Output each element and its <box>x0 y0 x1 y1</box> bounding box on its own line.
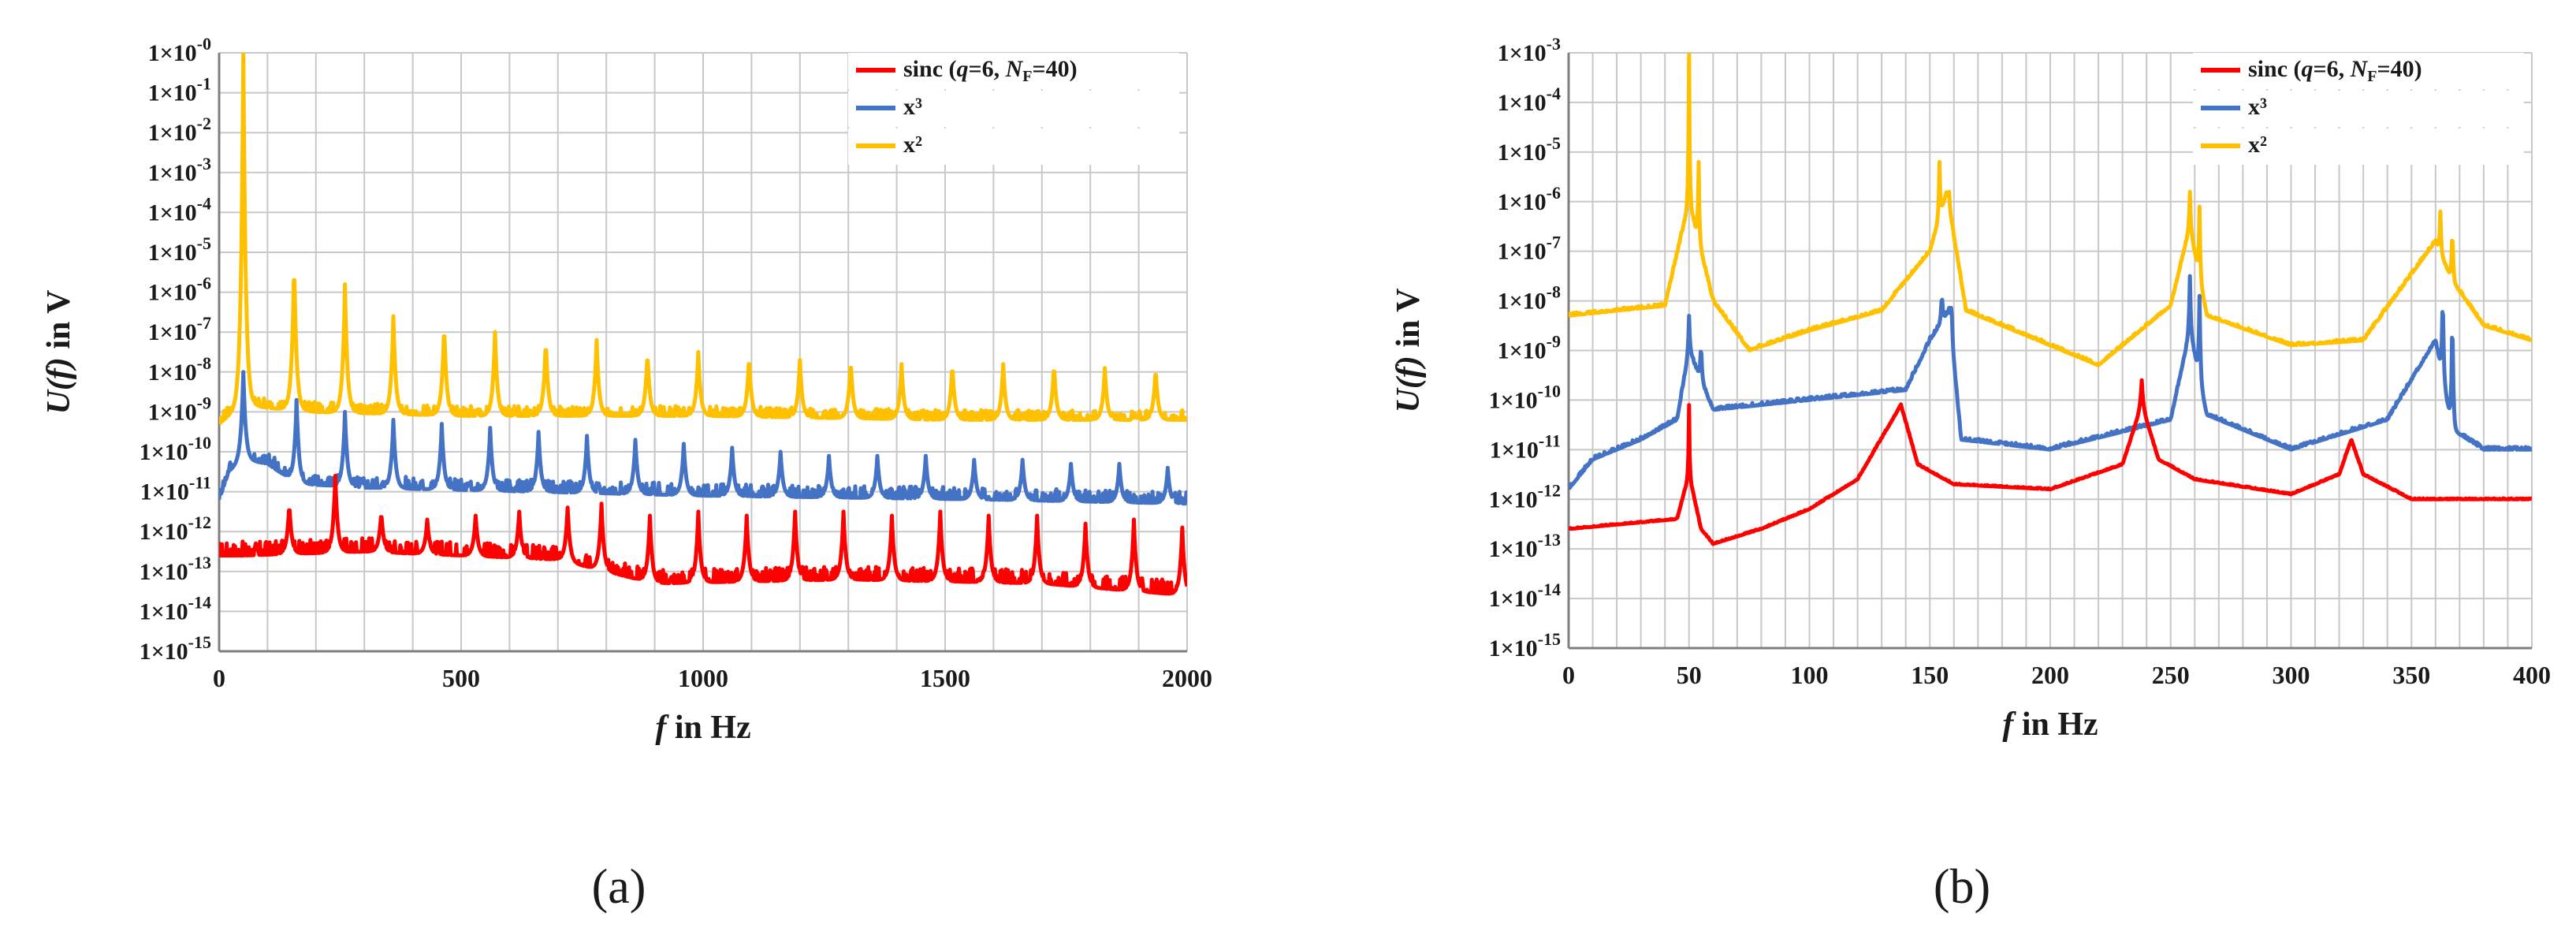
y-tick-label: 1×10-5 <box>1498 133 1561 166</box>
y-tick-label: 1×10-9 <box>148 393 211 425</box>
y-tick-label: 1×10-8 <box>148 353 211 386</box>
y-axis-title: U(f) in V <box>1390 289 1427 413</box>
y-axis-title: U(f) in V <box>41 290 77 415</box>
y-tick-label: 1×10-14 <box>1489 580 1561 612</box>
y-tick-label: 1×10-7 <box>148 313 211 345</box>
y-tick-label: 1×10-10 <box>1489 381 1561 413</box>
legend-label-0: sinc (q=6, NF=40) <box>2248 56 2422 85</box>
y-tick-label: 1×10-3 <box>148 154 211 186</box>
series-line-2 <box>219 53 1187 425</box>
x-tick-label: 400 <box>2513 661 2551 689</box>
x-tick-label: 50 <box>1677 661 1702 689</box>
x-tick-label: 0 <box>1562 661 1575 689</box>
panel-label-b: (b) <box>1934 860 1990 914</box>
y-tick-label: 1×10-15 <box>1489 629 1561 662</box>
x-tick-label: 2000 <box>1162 664 1212 692</box>
y-tick-label: 1×10-13 <box>140 553 211 585</box>
series-line-1 <box>1569 274 2532 490</box>
y-tick-label: 1×10-12 <box>1489 480 1561 512</box>
x-tick-label: 200 <box>2031 661 2069 689</box>
legend-label-1: x³ <box>903 94 922 120</box>
legend-label-2: x² <box>903 132 922 158</box>
y-tick-label: 1×10-7 <box>1498 233 1561 265</box>
x-tick-label: 1000 <box>678 664 728 692</box>
panel-label-a: (a) <box>592 860 646 914</box>
y-tick-label: 1×10-12 <box>140 512 211 545</box>
legend-label-2: x² <box>2248 132 2267 158</box>
legend: sinc (q=6, NF=40) x³ x² <box>2193 53 2524 165</box>
y-tick-label: 1×10-4 <box>148 193 211 226</box>
y-tick-label: 1×10-11 <box>1490 430 1561 463</box>
chart-panel-b: 1×10-15 1×10-14 1×10-13 1×10-12 1×10-11 1×10-… <box>1390 34 2551 914</box>
series-line-1 <box>219 370 1187 506</box>
x-axis-title: f in Hz <box>655 710 750 746</box>
y-tick-label: 1×10-4 <box>1498 84 1561 116</box>
x-tick-label: 500 <box>442 664 480 692</box>
legend-label-1: x³ <box>2248 94 2267 120</box>
y-tick-label: 1×10-14 <box>140 592 211 624</box>
x-axis-title: f in Hz <box>2002 706 2098 743</box>
x-tick-label: 300 <box>2273 661 2310 689</box>
y-tick-label: 1×10-3 <box>1498 34 1561 66</box>
chart-panel-a: 1×10-15 1×10-14 1×10-13 1×10-12 1×10-11 1×10-… <box>41 34 1212 914</box>
y-tick-label: 1×10-15 <box>140 632 211 665</box>
x-tick-label: 0 <box>213 664 225 692</box>
y-tick-label: 1×10-11 <box>140 473 211 505</box>
x-tick-label: 1500 <box>920 664 970 692</box>
series-line-0 <box>219 473 1187 596</box>
y-tick-label: 1×10-1 <box>148 74 211 106</box>
y-tick-label: 1×10-8 <box>1498 282 1561 315</box>
y-tick-label: 1×10-2 <box>148 114 211 146</box>
x-tick-label: 350 <box>2392 661 2430 689</box>
x-tick-label: 250 <box>2152 661 2190 689</box>
x-tick-label: 100 <box>1791 661 1829 689</box>
y-tick-label: 1×10-6 <box>1498 183 1561 215</box>
x-tick-label: 150 <box>1911 661 1949 689</box>
series-line-2 <box>1569 53 2532 367</box>
y-tick-label: 1×10-13 <box>1489 530 1561 562</box>
y-tick-label: 1×10-0 <box>148 34 211 66</box>
legend-label-0: sinc (q=6, NF=40) <box>903 56 1078 85</box>
y-tick-label: 1×10-9 <box>1498 332 1561 364</box>
series-line-0 <box>1569 378 2532 546</box>
y-tick-label: 1×10-5 <box>148 233 211 266</box>
y-tick-label: 1×10-6 <box>148 274 211 306</box>
y-tick-label: 1×10-10 <box>140 433 211 465</box>
legend: sinc (q=6, NF=40) x³ x² <box>848 53 1179 165</box>
